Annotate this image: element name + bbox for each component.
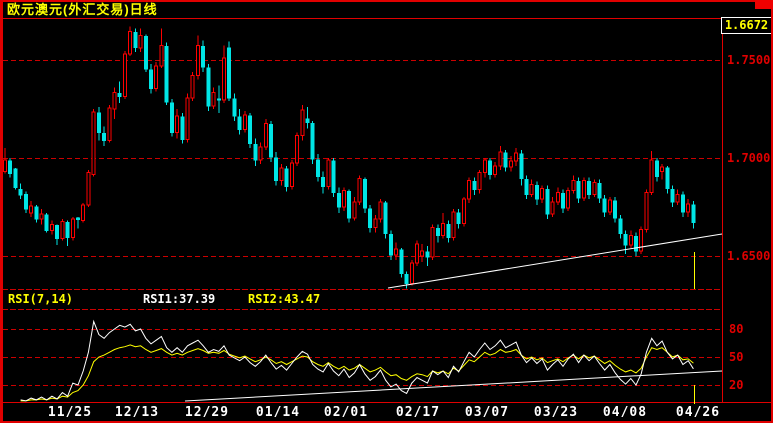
window-border-right [771, 0, 773, 423]
last-price-box: 1.6672 [721, 17, 772, 34]
titlebar-corner-block [755, 0, 773, 9]
panel-frame-lines [2, 18, 771, 403]
window-border-bottom [0, 421, 773, 423]
rsi2-line [20, 344, 694, 402]
main-gridlines [3, 60, 721, 257]
main-trendline [387, 233, 723, 289]
window-title: 欧元澳元(外汇交易)日线 [7, 2, 158, 17]
rsi1-value-label: RSI1:37.39 [143, 292, 216, 306]
rsi-param-label: RSI(7,14) [8, 292, 74, 306]
rsi1-line [20, 319, 694, 402]
window-border-left [0, 0, 3, 423]
candlestick-series [3, 26, 696, 289]
window-border-top [0, 0, 773, 2]
rsi2-value-label: RSI2:43.47 [248, 292, 321, 306]
rsi-trendline [184, 370, 723, 402]
